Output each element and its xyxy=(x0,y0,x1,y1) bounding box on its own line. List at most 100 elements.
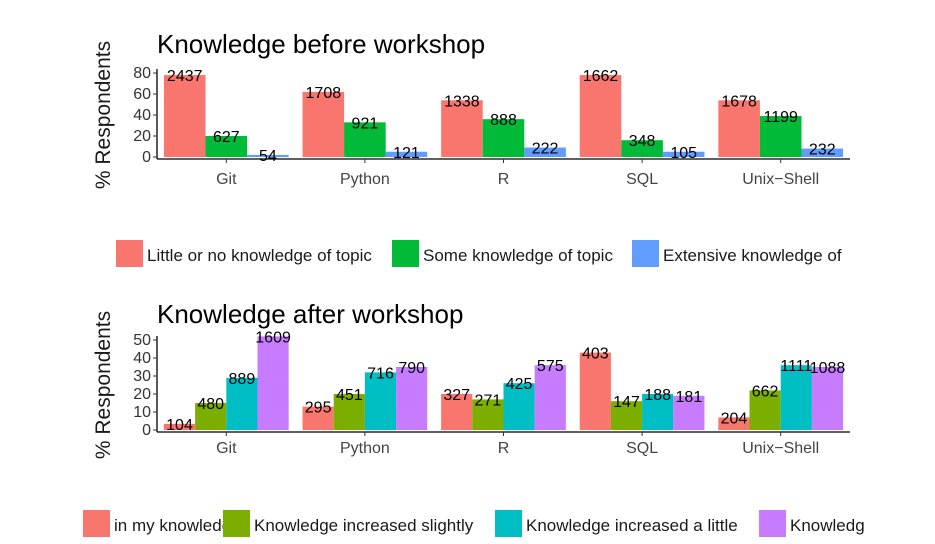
data-label: 403 xyxy=(582,346,609,363)
bar xyxy=(662,151,705,157)
x-tick-label: Git xyxy=(216,171,237,188)
x-tick-label: R xyxy=(498,440,510,457)
legend-item: Extensive knowledge of xyxy=(663,246,842,265)
data-label: 204 xyxy=(721,410,748,427)
bar xyxy=(344,122,386,157)
y-tick-label: 50 xyxy=(133,332,151,349)
data-label: 327 xyxy=(443,387,470,404)
x-tick-label: Unix−Shell xyxy=(742,171,819,188)
data-label: 232 xyxy=(809,142,836,159)
bar xyxy=(257,336,289,430)
bar xyxy=(718,417,750,430)
bar xyxy=(195,403,227,430)
data-label: 888 xyxy=(490,112,517,129)
data-label: 1609 xyxy=(255,329,291,346)
legend-swatch xyxy=(392,240,419,267)
data-label: 627 xyxy=(213,129,240,146)
legend-item: Little or no knowledge of topic xyxy=(147,246,372,265)
y-tick-label: 20 xyxy=(133,386,151,403)
y-axis-label: % Respondents xyxy=(92,41,115,189)
legend-item: Knowledg xyxy=(790,516,865,535)
y-tick-label: 0 xyxy=(142,149,151,166)
legend-item: Knowledge increased a little xyxy=(526,516,738,535)
x-tick-label: Git xyxy=(216,440,237,457)
bar xyxy=(226,377,258,430)
y-tick-label: 40 xyxy=(133,107,151,124)
y-tick-label: 20 xyxy=(133,128,151,145)
data-label: 1111 xyxy=(780,358,812,375)
data-label: 271 xyxy=(475,392,502,409)
data-label: 54 xyxy=(259,148,277,165)
data-label: 921 xyxy=(352,115,379,132)
bar xyxy=(472,399,504,430)
data-label: 222 xyxy=(532,141,559,158)
bar xyxy=(396,367,428,430)
y-tick-label: 10 xyxy=(133,404,151,421)
x-tick-label: SQL xyxy=(626,171,658,188)
bar xyxy=(385,151,428,157)
bar xyxy=(534,365,566,430)
data-label: 295 xyxy=(305,400,332,417)
legend-item: Some knowledge of topic xyxy=(423,246,613,265)
data-label: 348 xyxy=(629,133,656,150)
bar xyxy=(302,91,345,157)
x-tick-label: R xyxy=(498,171,510,188)
legend-swatch xyxy=(116,240,143,267)
y-tick-label: 40 xyxy=(133,350,151,367)
y-axis-label: % Respondents xyxy=(92,311,115,459)
data-label: 425 xyxy=(506,376,533,393)
bar xyxy=(333,394,365,430)
bar xyxy=(579,75,622,157)
data-label: 1088 xyxy=(810,360,846,377)
data-label: 147 xyxy=(613,394,640,411)
data-label: 716 xyxy=(367,365,394,382)
bar xyxy=(205,136,248,157)
y-tick-label: 60 xyxy=(133,86,151,103)
data-label: 1199 xyxy=(763,109,798,126)
y-tick-label: 80 xyxy=(133,65,151,82)
x-tick-label: Python xyxy=(340,171,390,188)
x-tick-label: SQL xyxy=(626,440,658,457)
x-tick-label: Python xyxy=(340,440,390,457)
data-label: 121 xyxy=(393,145,420,162)
bar xyxy=(673,395,705,430)
data-label: 181 xyxy=(676,389,703,406)
data-label: 188 xyxy=(644,387,671,404)
legend-swatch xyxy=(495,510,522,537)
legend-swatch xyxy=(759,510,786,537)
bar xyxy=(163,75,206,157)
data-label: 1678 xyxy=(721,93,757,110)
bar xyxy=(364,372,397,430)
data-label: 480 xyxy=(197,396,224,413)
data-label: 104 xyxy=(166,417,193,434)
bar xyxy=(302,406,334,430)
bar xyxy=(801,148,844,157)
data-label: 1338 xyxy=(444,93,480,110)
bar xyxy=(503,383,535,430)
chart-1: Knowledge before workshop % Respondents 0 2… xyxy=(92,29,850,267)
chart-title: Knowledge after workshop xyxy=(157,299,463,329)
legend-item: Knowledge increased slightly xyxy=(254,516,474,535)
data-label: 662 xyxy=(752,383,779,400)
data-label: 1662 xyxy=(583,68,619,85)
bar xyxy=(811,367,844,430)
bar xyxy=(163,423,196,430)
bar xyxy=(482,119,525,157)
data-label: 451 xyxy=(336,387,363,404)
bar xyxy=(579,352,611,430)
bar xyxy=(780,365,812,430)
legend-swatch xyxy=(83,510,110,537)
chart-title: Knowledge before workshop xyxy=(157,29,485,59)
legend-swatch xyxy=(223,510,250,537)
legend-swatch xyxy=(632,240,659,267)
data-label: 889 xyxy=(229,371,256,388)
bar xyxy=(524,147,566,157)
data-label: 105 xyxy=(670,145,697,162)
data-label: 2437 xyxy=(167,68,203,85)
bar xyxy=(441,394,473,430)
y-tick-label: 0 xyxy=(142,422,151,439)
bar xyxy=(441,100,483,157)
legend-item: in my knowledge xyxy=(114,516,241,535)
data-label: 790 xyxy=(398,360,425,377)
bar xyxy=(718,100,760,157)
